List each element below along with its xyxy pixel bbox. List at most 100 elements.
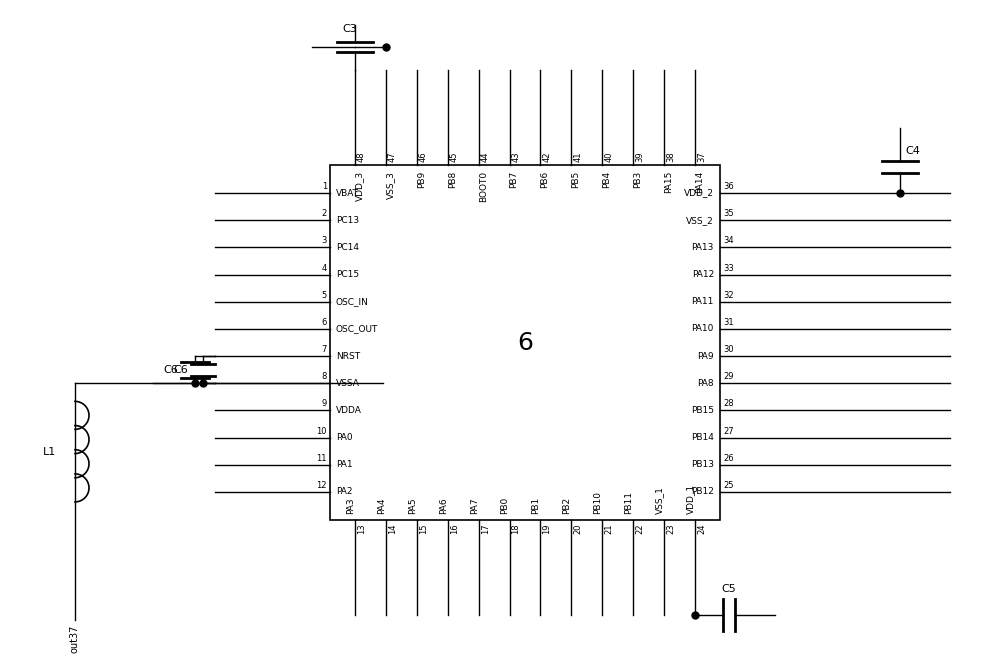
Text: 12: 12 (316, 481, 327, 490)
Text: L1: L1 (43, 447, 56, 457)
Text: 25: 25 (723, 481, 734, 490)
Text: 34: 34 (723, 237, 734, 245)
Text: 48: 48 (357, 152, 366, 162)
Text: VSS_1: VSS_1 (655, 486, 664, 514)
Text: PB1: PB1 (531, 497, 540, 514)
Text: VBAT: VBAT (336, 188, 359, 198)
Text: 26: 26 (723, 454, 734, 463)
Text: 4: 4 (322, 264, 327, 273)
Text: 6: 6 (517, 331, 533, 355)
Text: 38: 38 (666, 152, 675, 162)
Text: VDDA: VDDA (336, 406, 362, 415)
Text: 22: 22 (635, 523, 644, 534)
Text: 2: 2 (322, 209, 327, 218)
Text: VDD_1: VDD_1 (686, 484, 695, 514)
Text: 37: 37 (697, 152, 706, 162)
Text: 40: 40 (604, 152, 613, 162)
Text: 19: 19 (542, 523, 551, 534)
Text: 35: 35 (723, 209, 734, 218)
Text: 43: 43 (512, 152, 521, 162)
Text: PA2: PA2 (336, 488, 352, 496)
Text: BOOT0: BOOT0 (479, 171, 488, 202)
Text: 24: 24 (697, 523, 706, 534)
Text: PB15: PB15 (691, 406, 714, 415)
Text: PB11: PB11 (624, 491, 633, 514)
Text: VSS_2: VSS_2 (686, 215, 714, 225)
Text: 13: 13 (357, 523, 366, 534)
Text: 46: 46 (419, 152, 428, 162)
Text: 6: 6 (322, 318, 327, 327)
Text: VSS_3: VSS_3 (386, 171, 395, 199)
Text: 20: 20 (573, 523, 582, 534)
Text: PA5: PA5 (408, 498, 417, 514)
Text: OSC_IN: OSC_IN (336, 297, 369, 306)
Text: PA7: PA7 (470, 498, 479, 514)
Text: PA13: PA13 (692, 243, 714, 252)
Text: PB13: PB13 (691, 461, 714, 469)
Text: PA12: PA12 (692, 270, 714, 279)
Text: 17: 17 (481, 523, 490, 534)
Text: 1: 1 (322, 182, 327, 191)
Text: 44: 44 (481, 152, 490, 162)
Text: 16: 16 (450, 523, 459, 534)
Text: PB10: PB10 (593, 491, 602, 514)
Text: 39: 39 (635, 152, 644, 162)
Text: PC15: PC15 (336, 270, 359, 279)
Text: PA1: PA1 (336, 461, 353, 469)
Text: C4: C4 (905, 146, 920, 156)
Text: 18: 18 (512, 523, 521, 534)
Text: 21: 21 (604, 523, 613, 534)
Text: PA8: PA8 (697, 379, 714, 387)
Text: 36: 36 (723, 182, 734, 191)
Text: PA6: PA6 (439, 498, 448, 514)
Text: 5: 5 (322, 291, 327, 300)
Text: PA10: PA10 (692, 324, 714, 333)
Text: 23: 23 (666, 523, 675, 534)
Text: VSSA: VSSA (336, 379, 360, 387)
Text: C6: C6 (163, 364, 178, 375)
Text: PA11: PA11 (692, 297, 714, 306)
Text: C3: C3 (343, 24, 357, 34)
Text: 32: 32 (723, 291, 734, 300)
Text: PB4: PB4 (602, 171, 611, 188)
Text: PA14: PA14 (695, 171, 704, 193)
Bar (330, 165, 720, 520)
Text: 41: 41 (573, 152, 582, 162)
Text: 14: 14 (388, 523, 397, 534)
Text: 31: 31 (723, 318, 734, 327)
Text: PB7: PB7 (510, 171, 519, 188)
Text: 7: 7 (322, 345, 327, 354)
Text: PB8: PB8 (448, 171, 457, 188)
Text: 42: 42 (542, 152, 551, 162)
Text: 29: 29 (723, 372, 734, 382)
Text: 28: 28 (723, 399, 734, 409)
Text: PB14: PB14 (691, 433, 714, 442)
Text: 8: 8 (322, 372, 327, 382)
Text: C5: C5 (722, 584, 736, 594)
Text: PB0: PB0 (501, 497, 510, 514)
Text: OSC_OUT: OSC_OUT (336, 324, 378, 333)
Text: PB2: PB2 (562, 497, 571, 514)
Text: 9: 9 (322, 399, 327, 409)
Text: C6: C6 (173, 364, 188, 375)
Text: NRST: NRST (336, 352, 360, 360)
Text: PA4: PA4 (377, 498, 386, 514)
Text: PA15: PA15 (664, 171, 673, 193)
Text: PB6: PB6 (540, 171, 549, 188)
Text: 47: 47 (388, 152, 397, 162)
Text: 15: 15 (419, 523, 428, 534)
Text: 45: 45 (450, 152, 459, 162)
Text: 27: 27 (723, 426, 734, 436)
Text: PA9: PA9 (697, 352, 714, 360)
Text: VDD_2: VDD_2 (684, 188, 714, 198)
Text: PA3: PA3 (346, 498, 355, 514)
Text: PB5: PB5 (571, 171, 580, 188)
Text: PC13: PC13 (336, 215, 359, 225)
Text: 30: 30 (723, 345, 734, 354)
Text: PB9: PB9 (417, 171, 426, 188)
Text: 33: 33 (723, 264, 734, 273)
Text: 11: 11 (316, 454, 327, 463)
Text: 10: 10 (316, 426, 327, 436)
Text: PA0: PA0 (336, 433, 353, 442)
Text: 3: 3 (322, 237, 327, 245)
